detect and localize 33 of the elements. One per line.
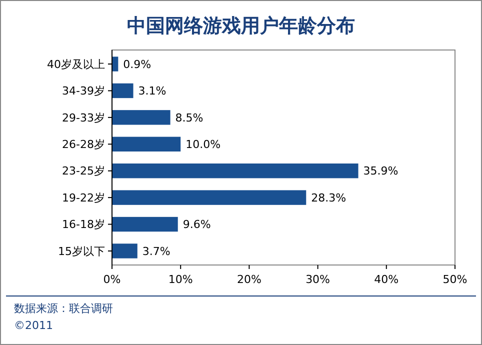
bar (112, 244, 138, 258)
x-tick-label: 30% (306, 273, 330, 286)
data-label: 0.9% (123, 58, 152, 71)
data-label: 3.7% (142, 244, 170, 258)
x-tick-label: 20% (236, 273, 262, 286)
y-tick-label: 19-22岁 (62, 191, 105, 204)
bar (112, 56, 118, 72)
data-label: 35.9% (363, 164, 398, 178)
x-tick-label: 10% (168, 273, 193, 286)
data-label: 8.5% (175, 111, 204, 124)
y-tick-label: 15岁以下 (58, 244, 105, 258)
x-tick-label: 50% (442, 273, 468, 286)
chart-title: 中国网络游戏用户年龄分布 (127, 15, 355, 37)
bar (112, 190, 306, 205)
x-tick-label: 40% (374, 273, 399, 286)
y-tick-label: 23-25岁 (62, 164, 105, 178)
y-tick-label: 26-28岁 (62, 138, 105, 151)
data-label: 10.0% (186, 138, 221, 151)
bar (112, 216, 178, 232)
y-tick-label: 34-39岁 (62, 84, 105, 98)
bar (112, 136, 181, 152)
x-tick-label: 0% (103, 273, 121, 286)
y-tick-label: 16-18岁 (62, 218, 105, 232)
data-label: 3.1% (138, 84, 166, 98)
source-note: 数据来源：联合调研 (14, 302, 113, 315)
data-label: 9.6% (182, 218, 211, 232)
bar (112, 164, 358, 178)
data-label: 28.3% (311, 191, 346, 204)
bar (112, 83, 134, 98)
text: ©2011 (14, 319, 53, 332)
y-tick-label: 40岁及以上 (47, 58, 105, 71)
y-tick-label: 29-33岁 (62, 111, 105, 124)
bar (112, 110, 170, 125)
